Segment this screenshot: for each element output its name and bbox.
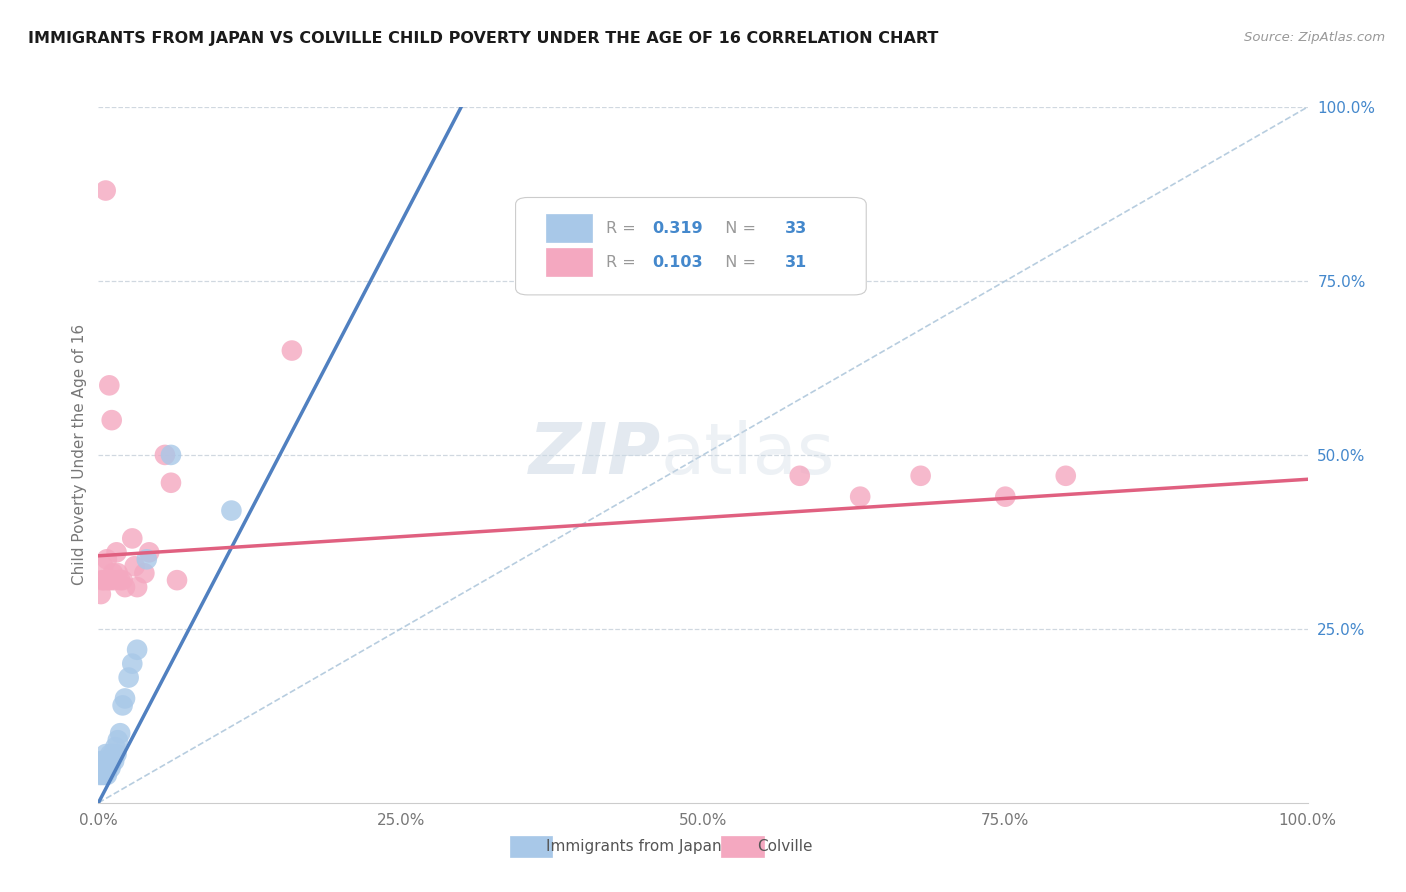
Point [111, 573, 134, 587]
Point [281, 343, 304, 358]
Point [160, 475, 183, 490]
Point [127, 580, 149, 594]
Point [135, 552, 157, 566]
Point [121, 657, 143, 671]
Point [97, 573, 120, 587]
Point [100, 761, 122, 775]
Point [107, 566, 129, 581]
Point [118, 671, 141, 685]
Point [96, 754, 118, 768]
Point [91, 761, 114, 775]
Text: ZIP: ZIP [529, 420, 661, 490]
Text: 31: 31 [785, 255, 807, 269]
Text: 33: 33 [785, 220, 807, 235]
Y-axis label: Child Poverty Under the Age of 16: Child Poverty Under the Age of 16 [72, 325, 87, 585]
Point [114, 580, 136, 594]
Point [89, 768, 111, 782]
Point [100, 754, 122, 768]
Point [96, 552, 118, 566]
Point [108, 573, 131, 587]
Point [91, 573, 114, 587]
Point [127, 642, 149, 657]
Point [93, 573, 115, 587]
Point [94, 761, 117, 775]
Point [100, 413, 122, 427]
Point [100, 747, 122, 761]
Point [108, 726, 131, 740]
Point [121, 532, 143, 546]
Text: R =: R = [606, 220, 641, 235]
Point [96, 768, 118, 782]
Point [101, 566, 124, 581]
Point [94, 184, 117, 198]
Text: 0.103: 0.103 [652, 255, 703, 269]
Point [91, 754, 114, 768]
Point [138, 545, 160, 559]
Point [124, 559, 146, 574]
Text: Colville: Colville [758, 839, 813, 855]
Point [104, 740, 127, 755]
FancyBboxPatch shape [546, 214, 592, 242]
Point [160, 448, 183, 462]
Point [789, 468, 811, 483]
Point [103, 573, 125, 587]
Point [98, 754, 121, 768]
Text: atlas: atlas [661, 420, 835, 490]
Point [111, 698, 134, 713]
FancyBboxPatch shape [516, 197, 866, 295]
Point [103, 754, 125, 768]
Point [1054, 468, 1077, 483]
Point [98, 378, 121, 392]
Text: N =: N = [716, 220, 761, 235]
Point [105, 747, 128, 761]
Point [100, 573, 122, 587]
Point [91, 559, 114, 574]
Point [93, 754, 115, 768]
Point [97, 761, 120, 775]
Point [910, 468, 932, 483]
Point [91, 768, 114, 782]
Point [221, 503, 243, 517]
Text: Immigrants from Japan: Immigrants from Japan [546, 839, 721, 855]
Point [994, 490, 1017, 504]
Text: IMMIGRANTS FROM JAPAN VS COLVILLE CHILD POVERTY UNDER THE AGE OF 16 CORRELATION : IMMIGRANTS FROM JAPAN VS COLVILLE CHILD … [28, 31, 938, 46]
Point [107, 733, 129, 747]
Point [90, 761, 112, 775]
Text: R =: R = [606, 255, 641, 269]
Point [90, 587, 112, 601]
Point [91, 761, 114, 775]
Point [90, 754, 112, 768]
Text: N =: N = [716, 255, 761, 269]
FancyBboxPatch shape [721, 836, 763, 857]
Text: 0.319: 0.319 [652, 220, 703, 235]
Text: Source: ZipAtlas.com: Source: ZipAtlas.com [1244, 31, 1385, 45]
Point [93, 761, 115, 775]
FancyBboxPatch shape [509, 836, 553, 857]
Point [101, 747, 124, 761]
Point [105, 545, 128, 559]
Point [94, 747, 117, 761]
Point [134, 566, 156, 581]
Point [153, 448, 176, 462]
Point [849, 490, 872, 504]
FancyBboxPatch shape [546, 248, 592, 277]
Point [93, 768, 115, 782]
Point [166, 573, 188, 587]
Point [114, 691, 136, 706]
